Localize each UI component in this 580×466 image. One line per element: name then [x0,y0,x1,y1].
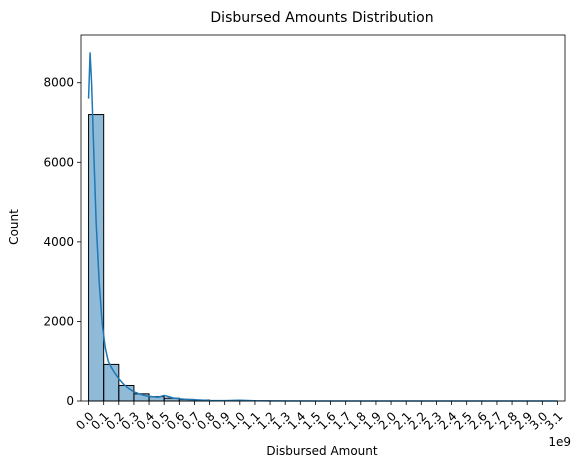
y-tick-label-2: 4000 [43,235,74,249]
histogram-bar-1 [103,363,120,402]
plot-area: 020004000600080000.00.10.20.30.40.50.60.… [43,34,566,433]
histogram-bar-0 [88,114,105,402]
axes-frame [80,34,566,402]
y-axis-label: Count [7,209,21,245]
y-tick-label-3: 6000 [43,155,74,169]
y-tick-label-4: 8000 [43,76,74,90]
x-tick-label-31: 3.1 [542,409,565,432]
chart-title: Disbursed Amounts Distribution [210,10,433,26]
x-axis-label: Disbursed Amount [266,444,378,458]
y-tick-label-1: 2000 [43,314,74,328]
histogram-bar-2 [118,384,135,402]
y-tick-label-0: 0 [66,394,74,408]
x-axis-offset-text: 1e9 [548,435,571,449]
kde-line [87,52,558,402]
